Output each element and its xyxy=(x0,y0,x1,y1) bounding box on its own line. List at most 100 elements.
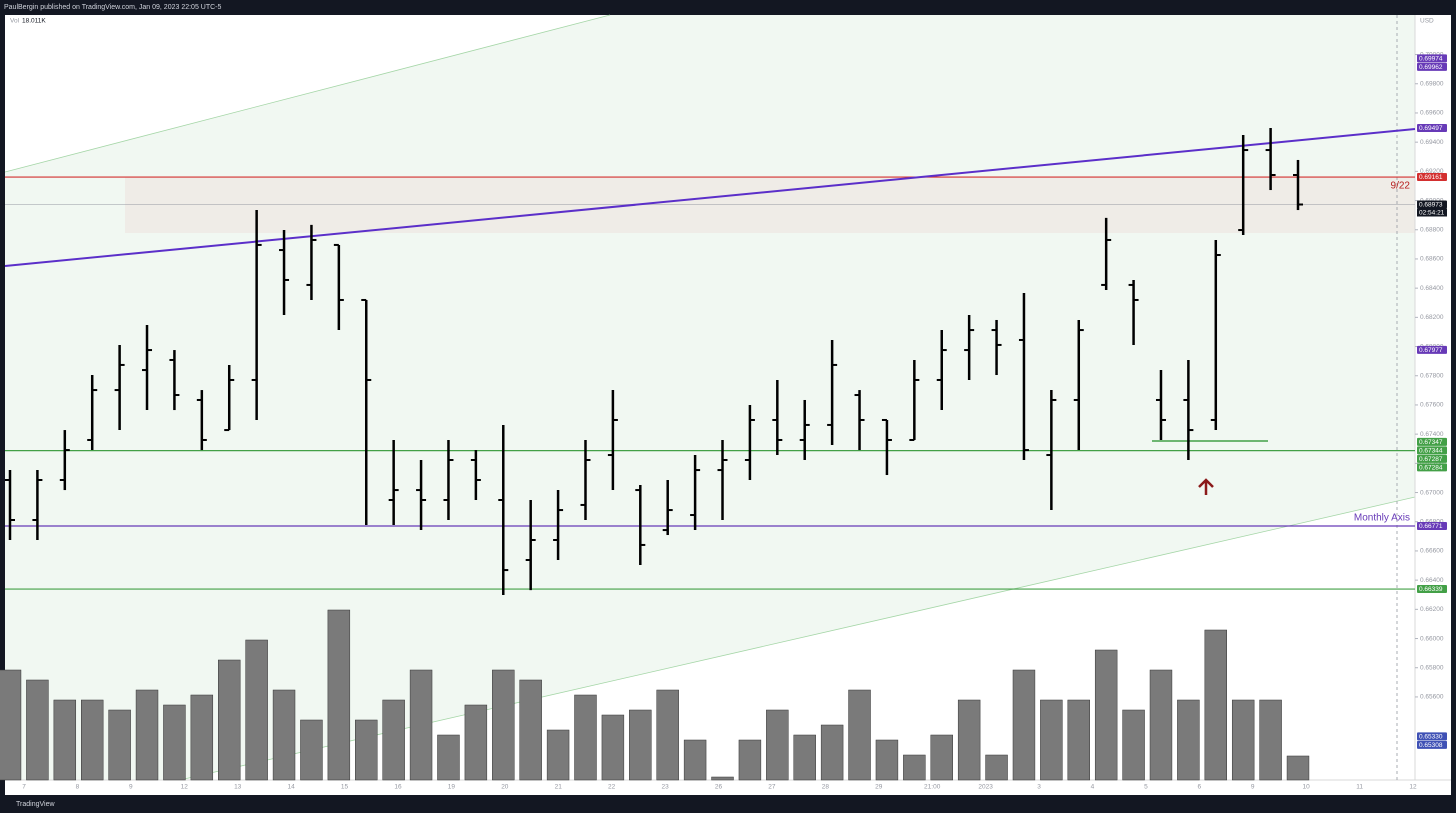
x-tick-label: 21 xyxy=(555,784,563,791)
volume-bar xyxy=(272,689,296,781)
volume-bar xyxy=(1040,699,1063,781)
price-label: 0.66339 xyxy=(1419,586,1443,593)
volume-bar xyxy=(820,724,844,781)
price-label-box xyxy=(1417,62,1447,71)
y-tick-label: 0.68200 xyxy=(1420,314,1444,321)
volume-bar xyxy=(1286,755,1310,781)
x-tick-label: 29 xyxy=(875,784,883,791)
price-label-box xyxy=(1417,54,1447,63)
footer: TradingView xyxy=(16,801,55,808)
volume-bar xyxy=(848,689,871,781)
price-label: 0.68973 xyxy=(1419,202,1443,209)
volume xyxy=(0,609,1310,781)
price-label-box xyxy=(1417,585,1447,594)
price-label-box xyxy=(1417,446,1447,455)
x-tick-label: 27 xyxy=(768,784,776,791)
volume-value: 18.011K xyxy=(22,18,46,25)
price-label: 0.66771 xyxy=(1419,523,1443,530)
y-tick-label: 0.67800 xyxy=(1420,372,1444,379)
price-label-box xyxy=(1417,463,1447,472)
y-tick-label: 0.68600 xyxy=(1420,256,1444,263)
volume-bar xyxy=(957,699,981,781)
y-tick-label: 0.66800 xyxy=(1420,518,1444,525)
price-label: 0.65308 xyxy=(1419,742,1443,749)
volume-bar xyxy=(0,669,22,781)
annotation: 9/22 xyxy=(1391,181,1411,192)
price-label: 0.69497 xyxy=(1419,125,1443,132)
volume-bar xyxy=(601,714,625,781)
volume-bar xyxy=(629,709,652,781)
y-tick-label: 0.68800 xyxy=(1420,226,1444,233)
price-label-box xyxy=(1417,740,1447,749)
x-tick-label: 11 xyxy=(1356,784,1363,791)
x-tick-label: 3 xyxy=(1037,784,1041,791)
x-tick-label: 22 xyxy=(608,784,616,791)
price-label-box xyxy=(1417,123,1447,132)
y-tick-label: 0.69400 xyxy=(1420,139,1444,146)
volume-bar xyxy=(793,734,816,781)
price-label: 0.67344 xyxy=(1419,447,1443,454)
currency: USD xyxy=(1420,18,1434,25)
y-tick-label: 0.67000 xyxy=(1420,489,1444,496)
y-tick-label: 0.68400 xyxy=(1420,285,1444,292)
price-label-box xyxy=(1417,454,1447,463)
volume-label: Vol xyxy=(10,18,20,25)
x-tick-label: 20 xyxy=(501,784,509,791)
volume-bar xyxy=(1122,709,1145,781)
price-label-box xyxy=(1417,173,1447,182)
x-tick-label: 23 xyxy=(661,784,669,791)
volume-bar xyxy=(355,719,378,781)
volume-bar xyxy=(1094,649,1118,781)
volume-bar xyxy=(930,734,953,781)
volume-bar xyxy=(190,694,214,781)
x-tick-label: 10 xyxy=(1303,784,1311,791)
price-label-box xyxy=(1417,521,1447,530)
volume-bar xyxy=(81,699,104,781)
x-tick-label: 9 xyxy=(129,784,133,791)
x-tick-label: 6 xyxy=(1197,784,1201,791)
y-tick-label: 0.67400 xyxy=(1420,431,1444,438)
price-label: 0.65330 xyxy=(1419,733,1443,740)
x-tick-label: 28 xyxy=(822,784,830,791)
price-label: 0.69962 xyxy=(1419,64,1443,71)
volume-bar xyxy=(574,694,597,781)
volume-bar xyxy=(218,659,241,781)
volume-bar xyxy=(875,739,899,781)
x-tick-label: 5 xyxy=(1144,784,1148,791)
price-label: 0.69974 xyxy=(1419,55,1443,62)
volume-bar xyxy=(1259,699,1282,781)
price-label: 0.67977 xyxy=(1419,347,1443,354)
volume-bar xyxy=(1149,669,1173,781)
countdown-box xyxy=(1417,208,1447,217)
volume-bar xyxy=(382,699,405,781)
price-label: 0.69161 xyxy=(1419,174,1443,181)
x-tick-label: 9 xyxy=(1251,784,1255,791)
volume-bar xyxy=(1067,699,1090,781)
volume-bar xyxy=(300,719,323,781)
price-label-box xyxy=(1417,200,1447,209)
header: PaulBergin published on TradingView.com,… xyxy=(4,4,222,11)
volume-bar xyxy=(163,704,186,781)
volume-bar xyxy=(546,729,570,781)
y-tick-label: 0.65800 xyxy=(1420,664,1444,671)
bars xyxy=(5,127,1303,596)
volume-bar xyxy=(135,689,159,781)
volume-bar xyxy=(327,609,351,781)
volume-bar xyxy=(53,699,77,781)
volume-bar xyxy=(985,754,1008,781)
x-tick-label: 26 xyxy=(715,784,723,791)
y-tick-label: 0.66000 xyxy=(1420,635,1444,642)
y-tick-label: 0.67600 xyxy=(1420,402,1444,409)
volume-bar xyxy=(26,679,49,781)
volume-bar xyxy=(492,669,515,781)
volume-bar xyxy=(1012,669,1036,781)
price-label-box xyxy=(1417,345,1447,354)
x-tick-label: 14 xyxy=(287,784,295,791)
y-tick-label: 0.66400 xyxy=(1420,577,1444,584)
arrow xyxy=(1198,478,1214,495)
volume-bar xyxy=(464,704,488,781)
volume-bar xyxy=(903,754,926,781)
volume-bar xyxy=(409,669,433,781)
